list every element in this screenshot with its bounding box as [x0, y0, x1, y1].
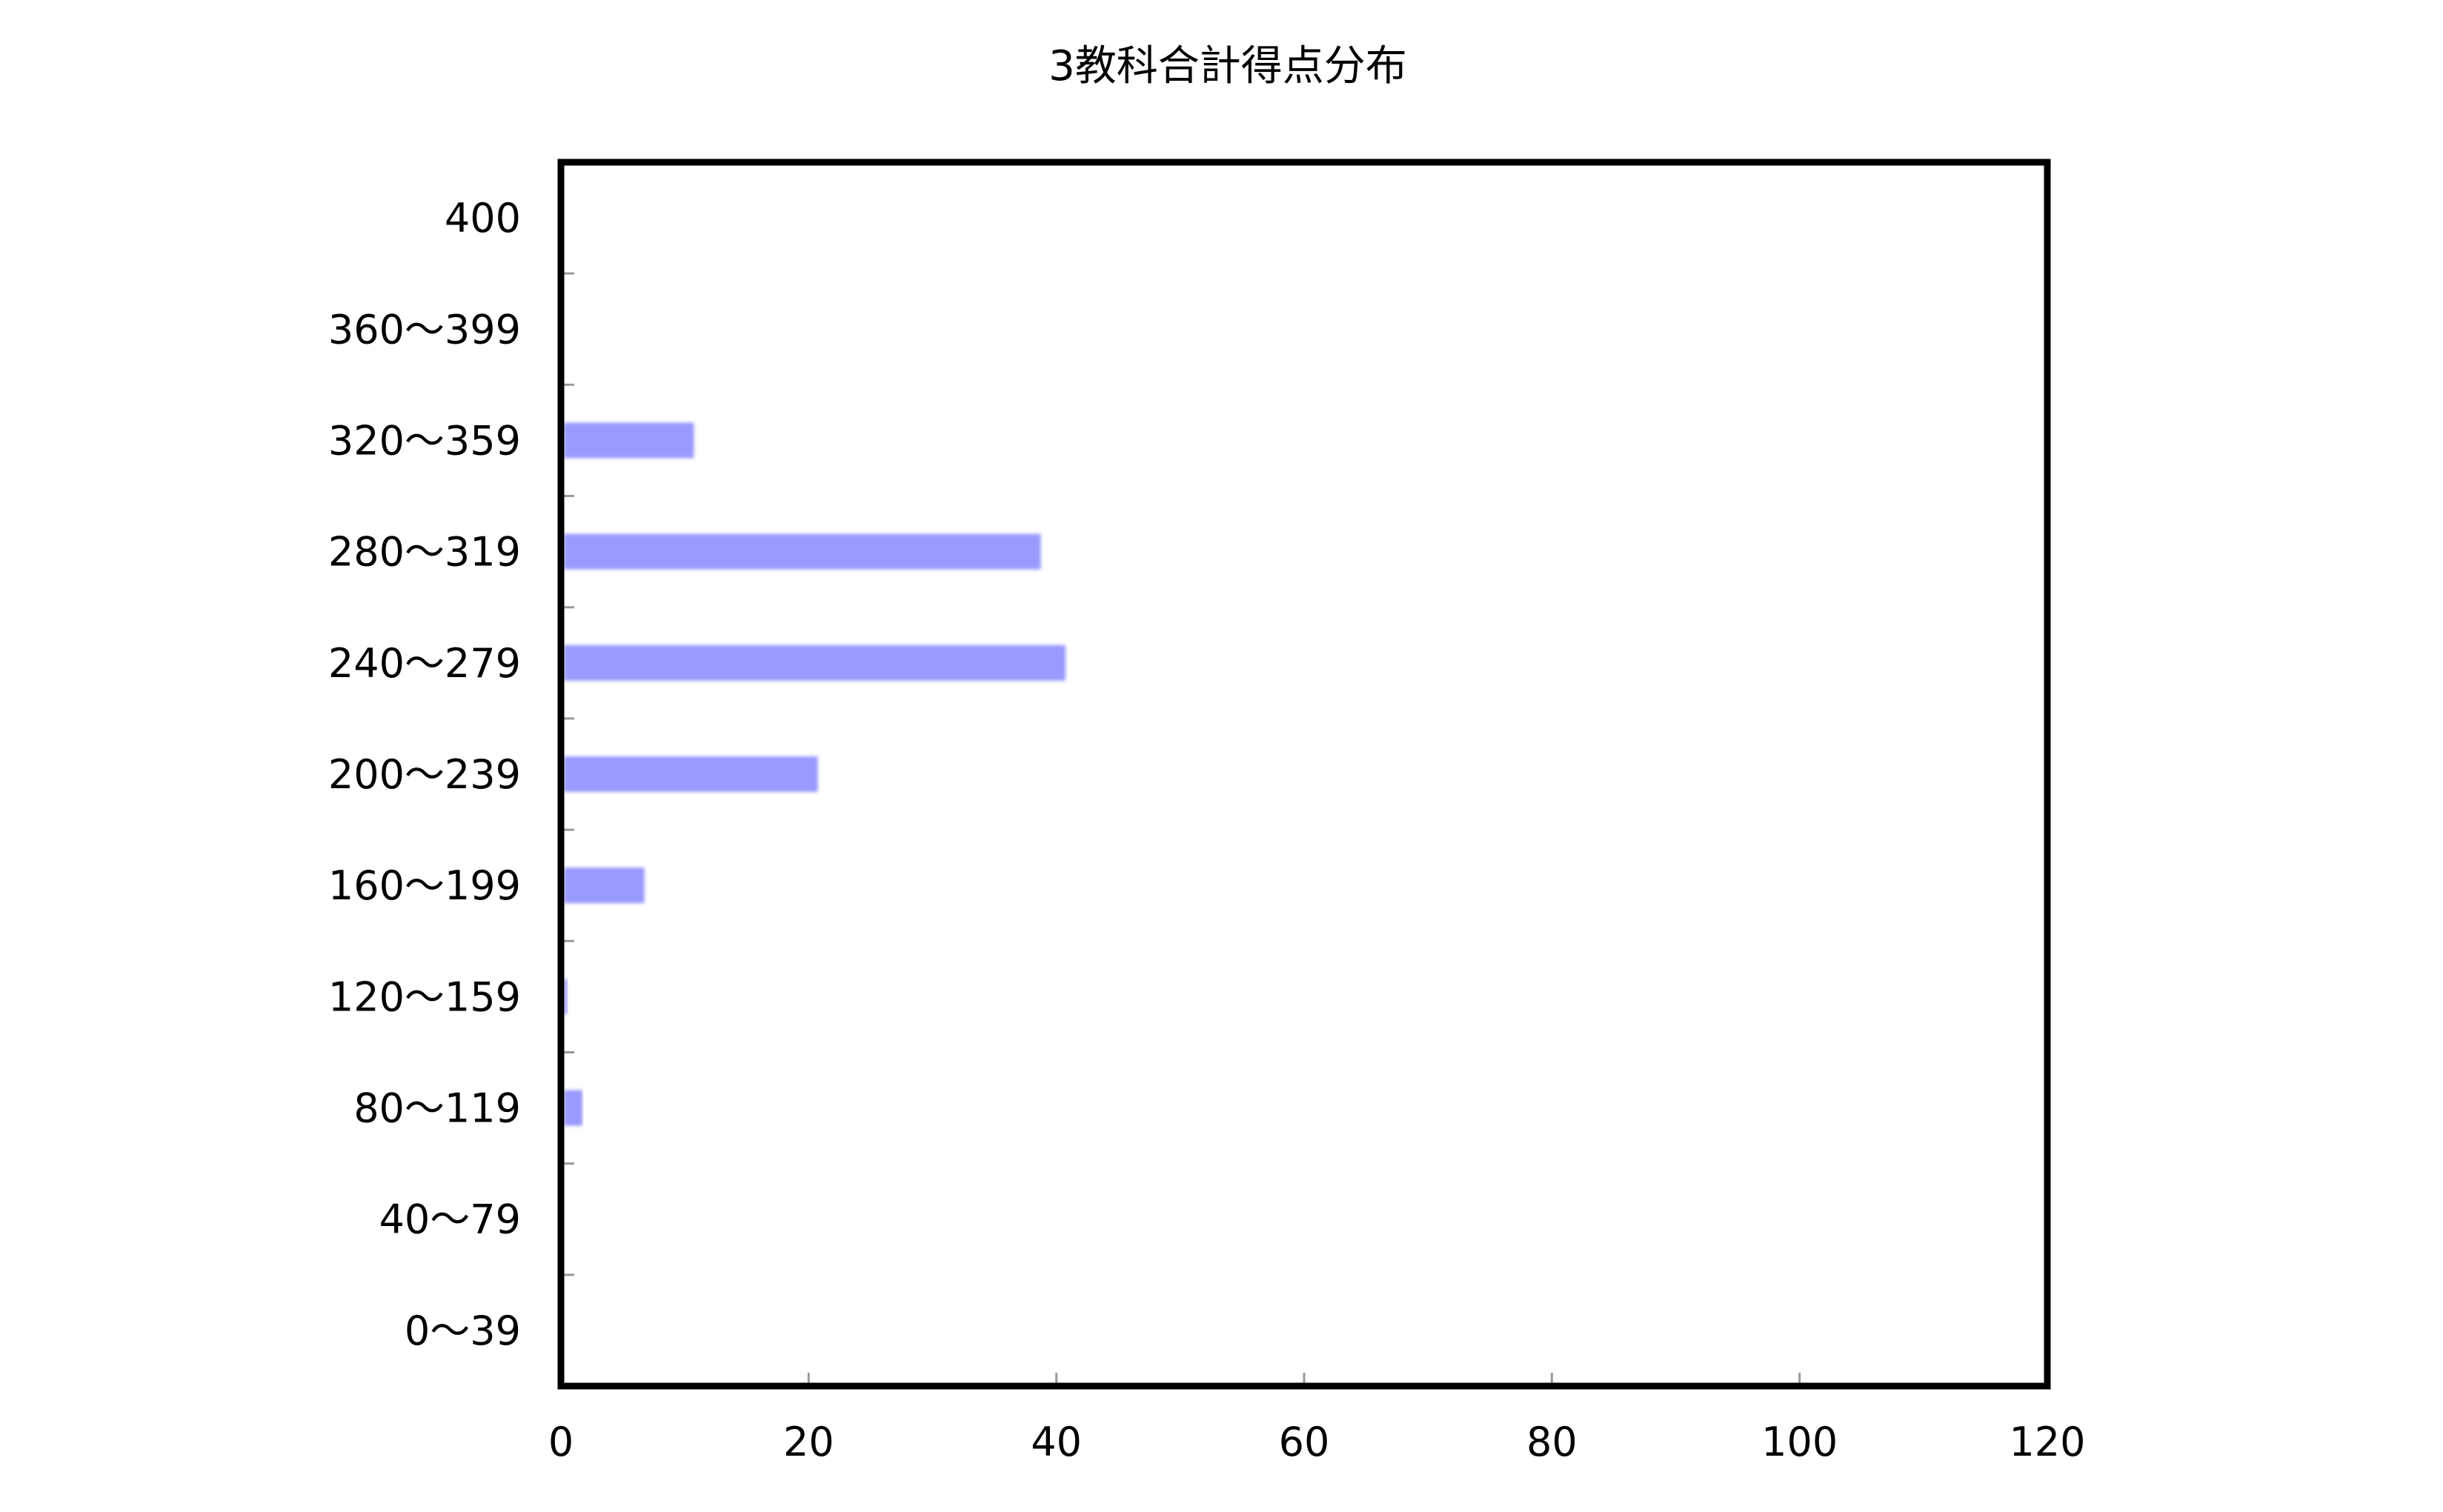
y-tick-label: 360〜399	[328, 306, 521, 353]
x-tick-label: 120	[2009, 1419, 2085, 1465]
bar	[564, 422, 694, 459]
bar	[564, 533, 1041, 570]
y-tick-label: 0〜39	[405, 1308, 521, 1354]
bar	[564, 979, 568, 1015]
bar	[564, 645, 1066, 681]
bar	[564, 867, 645, 904]
bar	[564, 1090, 583, 1126]
chart-title: 3教科合計得点分布	[1048, 42, 1407, 90]
x-tick-label: 60	[1279, 1419, 1330, 1465]
y-tick-label: 120〜159	[328, 973, 521, 1020]
y-tick-label: 80〜119	[353, 1085, 521, 1132]
x-tick-label: 40	[1031, 1419, 1082, 1465]
x-tick-label: 100	[1761, 1419, 1838, 1465]
bars-layer	[564, 422, 1066, 1126]
x-tick-label: 0	[548, 1419, 574, 1465]
plot-frame	[557, 159, 2051, 1390]
y-tick-label: 280〜319	[328, 529, 521, 576]
ticks-layer	[561, 272, 1801, 1386]
labels-layer: 400360〜399320〜359280〜319240〜279200〜23916…	[328, 195, 2086, 1465]
y-tick-label: 400	[445, 195, 521, 242]
y-tick-label: 40〜79	[379, 1196, 521, 1243]
y-tick-label: 240〜279	[328, 640, 521, 687]
x-tick-label: 20	[783, 1419, 834, 1465]
y-tick-label: 320〜359	[328, 417, 521, 464]
x-tick-label: 80	[1526, 1419, 1578, 1465]
bar	[564, 756, 818, 793]
y-tick-label: 160〜199	[328, 862, 521, 909]
y-tick-label: 200〜239	[328, 751, 521, 798]
